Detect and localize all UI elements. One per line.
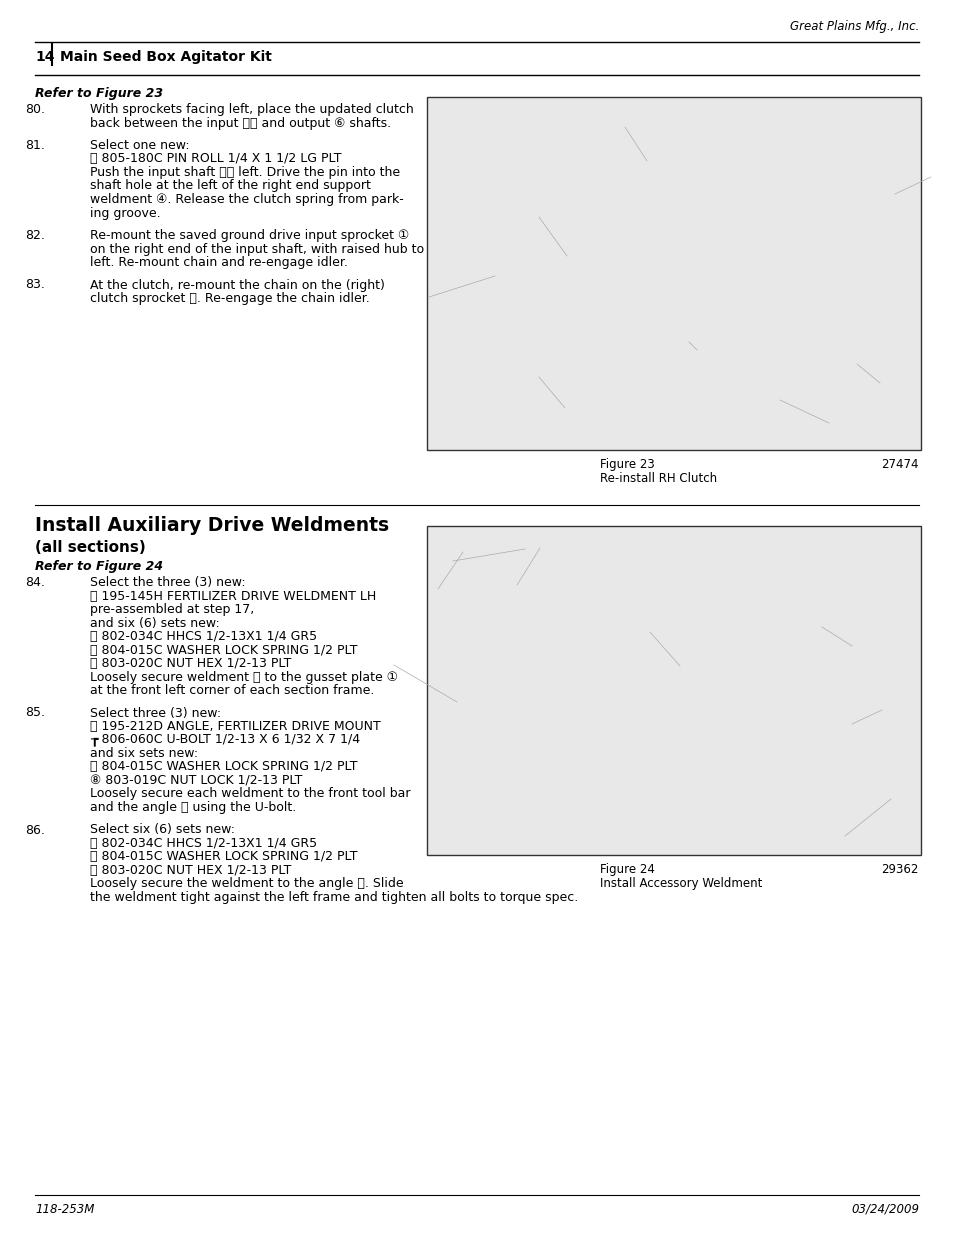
Bar xyxy=(427,98,920,450)
Text: Select the three (3) new:: Select the three (3) new: xyxy=(90,576,245,589)
Text: shaft hole at the left of the right end support: shaft hole at the left of the right end … xyxy=(90,179,371,193)
Text: Refer to Figure 24: Refer to Figure 24 xyxy=(35,559,163,573)
Text: ⑸ 803-020C NUT HEX 1/2-13 PLT: ⑸ 803-020C NUT HEX 1/2-13 PLT xyxy=(90,864,291,877)
Text: ⑾ 802-034C HHCS 1/2-13X1 1/4 GR5: ⑾ 802-034C HHCS 1/2-13X1 1/4 GR5 xyxy=(90,630,316,643)
Text: ⑶ 195-145H FERTILIZER DRIVE WELDMENT LH: ⑶ 195-145H FERTILIZER DRIVE WELDMENT LH xyxy=(90,589,375,603)
Text: Re-install RH Clutch: Re-install RH Clutch xyxy=(599,472,717,485)
Text: At the clutch, re-mount the chain on the (right): At the clutch, re-mount the chain on the… xyxy=(90,279,384,291)
Text: (all sections): (all sections) xyxy=(35,540,146,555)
Text: ⑺ 195-212D ANGLE, FERTILIZER DRIVE MOUNT: ⑺ 195-212D ANGLE, FERTILIZER DRIVE MOUNT xyxy=(90,720,380,734)
Text: at the front left corner of each section frame.: at the front left corner of each section… xyxy=(90,684,374,697)
Text: 85.: 85. xyxy=(25,706,45,720)
Text: 84.: 84. xyxy=(25,576,45,589)
Text: ⒌ 805-180C PIN ROLL 1/4 X 1 1/2 LG PLT: ⒌ 805-180C PIN ROLL 1/4 X 1 1/2 LG PLT xyxy=(90,152,341,165)
Text: Push the input shaft ⓶⓶ left. Drive the pin into the: Push the input shaft ⓶⓶ left. Drive the … xyxy=(90,165,399,179)
Text: the weldment tight against the left frame and tighten all bolts to torque spec.: the weldment tight against the left fram… xyxy=(90,890,578,904)
Text: pre-assembled at step 17,: pre-assembled at step 17, xyxy=(90,603,254,616)
Text: Select one new:: Select one new: xyxy=(90,140,190,152)
Text: ⑸ 803-020C NUT HEX 1/2-13 PLT: ⑸ 803-020C NUT HEX 1/2-13 PLT xyxy=(90,657,291,671)
Text: Great Plains Mfg., Inc.: Great Plains Mfg., Inc. xyxy=(789,20,918,33)
Text: 82.: 82. xyxy=(25,228,45,242)
Text: 81.: 81. xyxy=(25,140,45,152)
Text: ┲ 806-060C U-BOLT 1/2-13 X 6 1/32 X 7 1/4: ┲ 806-060C U-BOLT 1/2-13 X 6 1/32 X 7 1/… xyxy=(90,734,359,746)
Text: 27474: 27474 xyxy=(881,458,918,471)
Text: ⒍ 804-015C WASHER LOCK SPRING 1/2 PLT: ⒍ 804-015C WASHER LOCK SPRING 1/2 PLT xyxy=(90,643,357,657)
Bar xyxy=(427,526,920,855)
Text: Main Seed Box Agitator Kit: Main Seed Box Agitator Kit xyxy=(60,49,272,64)
Text: back between the input ⓶⓶ and output ⑥ shafts.: back between the input ⓶⓶ and output ⑥ s… xyxy=(90,116,391,130)
Text: Refer to Figure 23: Refer to Figure 23 xyxy=(35,86,163,100)
Text: Install Accessory Weldment: Install Accessory Weldment xyxy=(599,877,761,890)
Text: left. Re-mount chain and re-engage idler.: left. Re-mount chain and re-engage idler… xyxy=(90,256,348,269)
Text: Install Auxiliary Drive Weldments: Install Auxiliary Drive Weldments xyxy=(35,516,389,535)
Text: and six sets new:: and six sets new: xyxy=(90,747,198,760)
Text: Figure 24: Figure 24 xyxy=(599,863,654,876)
Text: Figure 23: Figure 23 xyxy=(599,458,654,471)
Text: 80.: 80. xyxy=(25,103,45,116)
Text: 03/24/2009: 03/24/2009 xyxy=(850,1203,918,1216)
Text: 118-253M: 118-253M xyxy=(35,1203,94,1216)
Text: and the angle ⑺ using the U-bolt.: and the angle ⑺ using the U-bolt. xyxy=(90,802,296,814)
Text: 86.: 86. xyxy=(25,824,45,836)
Text: Select six (6) sets new:: Select six (6) sets new: xyxy=(90,824,234,836)
Text: ⑧ 803-019C NUT LOCK 1/2-13 PLT: ⑧ 803-019C NUT LOCK 1/2-13 PLT xyxy=(90,774,302,787)
Text: 29362: 29362 xyxy=(881,863,918,876)
Text: Loosely secure weldment ⑶ to the gusset plate ①: Loosely secure weldment ⑶ to the gusset … xyxy=(90,671,397,683)
Text: 14: 14 xyxy=(35,49,54,64)
Text: ⒎ 804-015C WASHER LOCK SPRING 1/2 PLT: ⒎ 804-015C WASHER LOCK SPRING 1/2 PLT xyxy=(90,761,357,773)
Text: Select three (3) new:: Select three (3) new: xyxy=(90,706,221,720)
Text: With sprockets facing left, place the updated clutch: With sprockets facing left, place the up… xyxy=(90,103,414,116)
Text: ⒎ 804-015C WASHER LOCK SPRING 1/2 PLT: ⒎ 804-015C WASHER LOCK SPRING 1/2 PLT xyxy=(90,851,357,863)
Text: and six (6) sets new:: and six (6) sets new: xyxy=(90,616,219,630)
Text: ing groove.: ing groove. xyxy=(90,206,160,220)
Text: Re-mount the saved ground drive input sprocket ①: Re-mount the saved ground drive input sp… xyxy=(90,228,409,242)
Text: 83.: 83. xyxy=(25,279,45,291)
Text: ⑾ 802-034C HHCS 1/2-13X1 1/4 GR5: ⑾ 802-034C HHCS 1/2-13X1 1/4 GR5 xyxy=(90,837,316,850)
Text: clutch sprocket ⑜. Re-engage the chain idler.: clutch sprocket ⑜. Re-engage the chain i… xyxy=(90,291,370,305)
Text: Loosely secure the weldment to the angle ⑺. Slide: Loosely secure the weldment to the angle… xyxy=(90,878,403,890)
Text: weldment ④. Release the clutch spring from park-: weldment ④. Release the clutch spring fr… xyxy=(90,193,403,206)
Text: Loosely secure each weldment to the front tool bar: Loosely secure each weldment to the fron… xyxy=(90,788,410,800)
Text: on the right end of the input shaft, with raised hub to: on the right end of the input shaft, wit… xyxy=(90,242,424,256)
